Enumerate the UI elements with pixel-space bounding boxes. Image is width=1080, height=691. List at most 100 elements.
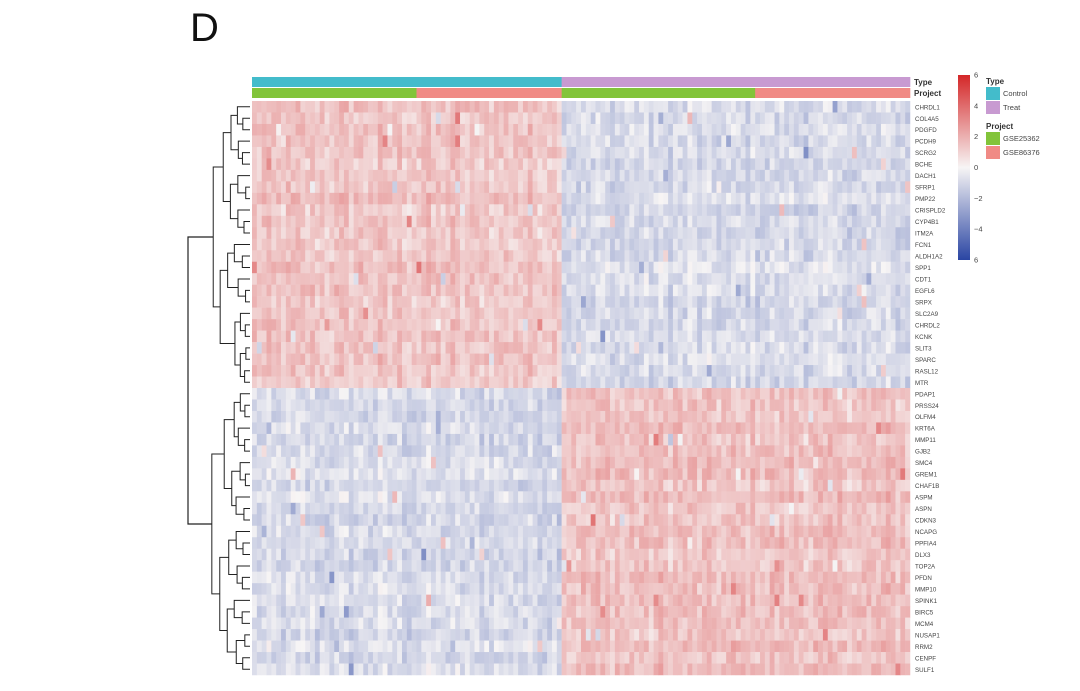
heatmap-cell [445, 365, 451, 377]
heatmap-cell [730, 238, 737, 251]
heatmap-cell [590, 479, 596, 492]
heatmap-cell [513, 215, 519, 228]
heatmap-cell [261, 376, 267, 389]
heatmap-cell [252, 204, 258, 217]
heatmap-cell [334, 204, 340, 217]
heatmap-cell [585, 399, 591, 412]
heatmap-cell [639, 284, 645, 297]
heatmap-cell [455, 410, 461, 423]
heatmap-cell [822, 227, 828, 240]
heatmap-cell [668, 146, 674, 159]
heatmap-cell [905, 376, 911, 389]
heatmap-cell [450, 146, 456, 159]
heatmap-cell [793, 238, 799, 251]
heatmap-cell [556, 204, 562, 217]
heatmap-cell [687, 135, 693, 148]
heatmap-cell [285, 204, 291, 217]
heatmap-cell [256, 273, 262, 285]
heatmap-cell [542, 158, 548, 171]
heatmap-cell [522, 491, 529, 504]
heatmap-cell [392, 273, 398, 285]
heatmap-cell [542, 284, 548, 297]
heatmap-cell [431, 284, 437, 297]
heatmap-cell [527, 158, 533, 171]
heatmap-cell [890, 273, 896, 285]
heatmap-cell [697, 204, 703, 217]
heatmap-cell [730, 388, 737, 400]
heatmap-cell [285, 410, 291, 423]
heatmap-cell [793, 261, 799, 274]
heatmap-cell [701, 399, 708, 412]
heatmap-cell [256, 158, 262, 171]
heatmap-cell [348, 319, 354, 331]
heatmap-cell [281, 445, 287, 458]
heatmap-cell [310, 158, 316, 171]
heatmap-cell [619, 433, 625, 446]
heatmap-cell [600, 238, 606, 251]
heatmap-cell [484, 365, 490, 377]
heatmap-cell [716, 445, 722, 458]
heatmap-cell [435, 388, 441, 400]
heatmap-cell [730, 261, 737, 274]
heatmap-cell [416, 410, 422, 423]
heatmap-cell [827, 273, 833, 285]
heatmap-cell [818, 479, 824, 492]
heatmap-cell [726, 433, 732, 446]
heatmap-cell [900, 433, 906, 446]
heatmap-cell [450, 169, 456, 182]
heatmap-cell [489, 135, 495, 148]
heatmap-cell [518, 261, 524, 274]
heatmap-cell [697, 227, 703, 240]
heatmap-cell [479, 250, 485, 262]
heatmap-cell [624, 227, 630, 240]
heatmap-cell [585, 227, 591, 240]
heatmap-cell [861, 158, 867, 171]
heatmap-cell [261, 146, 267, 159]
heatmap-cell [624, 181, 630, 194]
heatmap-cell [527, 204, 533, 217]
heatmap-cell [392, 238, 398, 251]
heatmap-cell [401, 123, 408, 136]
heatmap-cell [450, 101, 456, 113]
heatmap-cell [624, 135, 630, 148]
heatmap-cell [711, 399, 717, 412]
heatmap-cell [290, 410, 296, 423]
heatmap-cell [789, 307, 795, 320]
heatmap-cell [271, 192, 277, 205]
heatmap-cell [551, 342, 558, 354]
heatmap-cell [880, 330, 887, 343]
heatmap-cell [711, 238, 717, 251]
heatmap-cell [590, 445, 596, 458]
heatmap-cell [774, 192, 780, 205]
heatmap-cell [629, 227, 635, 240]
heatmap-cell [677, 227, 683, 240]
heatmap-cell [876, 215, 882, 228]
heatmap-cell [329, 146, 335, 159]
heatmap-cell [803, 468, 809, 481]
heatmap-cell [508, 273, 514, 285]
heatmap-cell [576, 284, 582, 297]
heatmap-cell [343, 296, 350, 308]
heatmap-cell [387, 376, 393, 389]
heatmap-cell [498, 353, 504, 366]
heatmap-cell [440, 479, 446, 492]
heatmap-cell [745, 215, 751, 228]
heatmap-cell [745, 101, 751, 113]
heatmap-cell [658, 238, 664, 251]
heatmap-cell [769, 238, 775, 251]
heatmap-cell [692, 479, 698, 492]
heatmap-cell [866, 319, 872, 331]
heatmap-cell [300, 376, 306, 389]
heatmap-cell [697, 112, 703, 125]
heatmap-cell [372, 158, 379, 171]
heatmap-cell [372, 319, 379, 331]
heatmap-cell [256, 479, 262, 492]
heatmap-cell [745, 227, 751, 240]
heatmap-cell [711, 135, 717, 148]
heatmap-cell [619, 284, 625, 297]
heatmap-cell [827, 479, 833, 492]
heatmap-cell [900, 123, 906, 136]
heatmap-cell [522, 250, 529, 262]
heatmap-cell [527, 410, 533, 423]
heatmap-cell [276, 502, 282, 515]
